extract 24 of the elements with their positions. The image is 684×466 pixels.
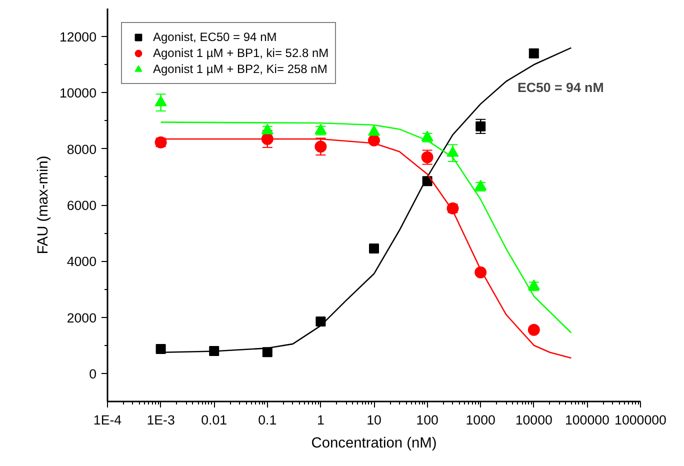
legend-label: Agonist, EC50 = 94 nM <box>153 29 277 45</box>
y-tick-label: 4000 <box>66 254 97 270</box>
legend-label: Agonist 1 µM + BP2, Ki= 258 nM <box>153 61 328 77</box>
annotation: EC50 = 94 nM <box>518 80 604 95</box>
x-tick-label: 100000 <box>564 412 610 428</box>
x-tick-label: 1E-3 <box>146 412 175 428</box>
y-tick-label: 12000 <box>59 30 96 45</box>
x-tick-label: 10000 <box>515 412 552 428</box>
x-tick-label: 1000 <box>466 412 496 428</box>
x-tick-label: 10 <box>366 412 382 428</box>
legend-label: Agonist 1 µM + BP1, ki= 52.8 nM <box>153 45 329 61</box>
x-axis-title: Concentration (nM) <box>311 436 437 452</box>
y-tick-label: 8000 <box>66 142 97 157</box>
x-tick-label: 100 <box>416 412 438 428</box>
y-axis-title: FAU (max-min) <box>35 156 52 254</box>
y-tick-label: 0 <box>89 366 97 382</box>
x-tick-label: 1000000 <box>614 412 666 428</box>
y-tick-label: 10000 <box>59 86 96 101</box>
x-tick-label: 1 <box>316 412 324 428</box>
x-tick-label: 0.01 <box>201 412 228 428</box>
x-tick-label: 1E-4 <box>93 412 122 428</box>
x-tick-label: 0.1 <box>258 412 277 428</box>
y-tick-label: 6000 <box>66 198 97 213</box>
y-tick-label: 2000 <box>66 310 97 326</box>
